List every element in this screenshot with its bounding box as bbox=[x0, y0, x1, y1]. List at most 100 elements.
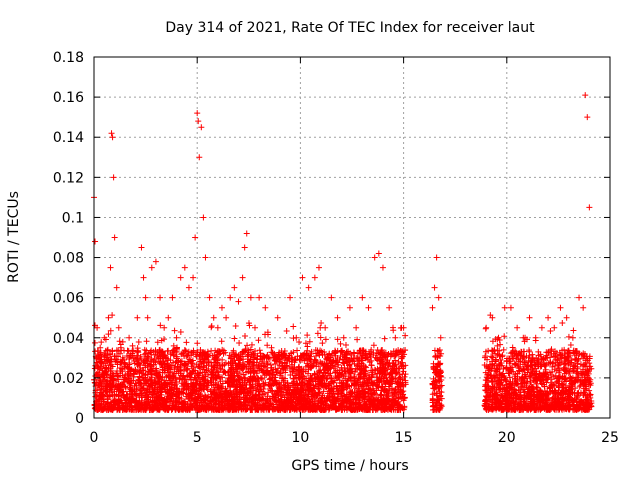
data-point bbox=[109, 312, 116, 319]
data-point bbox=[242, 332, 249, 339]
data-point bbox=[381, 335, 388, 342]
data-point bbox=[392, 334, 399, 341]
data-point bbox=[353, 324, 360, 331]
data-point bbox=[514, 324, 521, 331]
data-point bbox=[337, 340, 344, 347]
data-point bbox=[389, 351, 396, 358]
data-point bbox=[218, 304, 225, 311]
data-point bbox=[195, 118, 202, 125]
data-point bbox=[365, 304, 372, 311]
data-point bbox=[115, 324, 122, 331]
data-point bbox=[257, 350, 264, 357]
data-point bbox=[210, 314, 217, 321]
chart-title: Day 314 of 2021, Rate Of TEC Index for r… bbox=[165, 20, 535, 36]
data-point bbox=[328, 294, 335, 301]
data-point bbox=[305, 284, 312, 291]
data-point bbox=[248, 341, 255, 348]
data-point bbox=[563, 314, 570, 321]
data-point bbox=[322, 336, 329, 343]
data-point bbox=[319, 340, 326, 347]
data-point bbox=[262, 304, 269, 311]
data-point bbox=[378, 347, 385, 354]
data-point bbox=[244, 342, 251, 349]
data-point bbox=[231, 335, 238, 342]
data-point bbox=[532, 337, 539, 344]
data-point bbox=[142, 294, 149, 301]
data-point bbox=[171, 327, 178, 334]
data-point bbox=[266, 355, 273, 362]
data-point bbox=[570, 327, 577, 334]
data-point bbox=[296, 339, 303, 346]
data-point bbox=[235, 298, 242, 305]
data-point bbox=[318, 320, 325, 327]
data-point bbox=[126, 334, 133, 341]
data-point bbox=[342, 342, 349, 349]
data-point bbox=[437, 334, 444, 341]
data-point bbox=[584, 114, 591, 121]
data-point bbox=[144, 314, 151, 321]
data-point bbox=[287, 294, 294, 301]
data-point bbox=[243, 230, 250, 237]
data-point bbox=[122, 384, 129, 391]
data-point bbox=[219, 374, 226, 381]
data-point bbox=[98, 339, 105, 346]
data-point bbox=[91, 339, 98, 346]
data-point bbox=[346, 304, 353, 311]
data-point bbox=[105, 314, 112, 321]
data-point bbox=[368, 362, 375, 369]
data-point bbox=[482, 325, 489, 332]
data-point bbox=[161, 324, 168, 331]
data-point bbox=[177, 328, 184, 335]
data-point bbox=[290, 323, 297, 330]
data-point bbox=[189, 357, 196, 364]
data-point bbox=[181, 264, 188, 271]
data-point bbox=[218, 338, 225, 345]
data-point bbox=[275, 365, 282, 372]
data-point bbox=[206, 294, 213, 301]
data-point bbox=[569, 334, 576, 341]
data-point bbox=[283, 328, 290, 335]
data-point bbox=[138, 244, 145, 251]
data-point bbox=[256, 347, 263, 354]
data-point bbox=[91, 322, 98, 329]
data-point bbox=[141, 351, 148, 358]
data-point bbox=[230, 347, 237, 354]
data-point bbox=[232, 323, 239, 330]
data-point bbox=[402, 332, 409, 339]
data-point bbox=[370, 342, 377, 349]
data-points bbox=[91, 92, 595, 413]
data-point bbox=[192, 234, 199, 241]
data-point bbox=[143, 338, 150, 345]
data-point bbox=[140, 274, 147, 281]
data-point bbox=[135, 338, 142, 345]
data-point bbox=[214, 324, 221, 331]
data-point bbox=[501, 333, 508, 340]
data-point bbox=[116, 338, 123, 345]
data-point bbox=[507, 304, 514, 311]
data-point bbox=[124, 347, 131, 354]
data-point bbox=[580, 304, 587, 311]
data-point bbox=[110, 174, 117, 181]
data-point bbox=[256, 294, 263, 301]
data-point bbox=[435, 294, 442, 301]
data-point bbox=[198, 124, 205, 131]
data-point bbox=[241, 244, 248, 251]
data-point bbox=[134, 314, 141, 321]
data-point bbox=[586, 204, 593, 211]
data-point bbox=[290, 335, 297, 342]
data-point bbox=[173, 334, 180, 341]
data-point bbox=[190, 274, 197, 281]
data-point bbox=[433, 254, 440, 261]
data-point bbox=[185, 284, 192, 291]
data-point bbox=[108, 130, 115, 137]
data-point bbox=[317, 334, 324, 341]
data-point bbox=[208, 324, 215, 331]
data-point bbox=[109, 134, 116, 141]
data-point bbox=[236, 340, 243, 347]
data-point bbox=[379, 264, 386, 271]
data-point bbox=[576, 294, 583, 301]
data-point bbox=[429, 304, 436, 311]
data-point bbox=[157, 322, 164, 329]
data-point bbox=[375, 250, 382, 257]
